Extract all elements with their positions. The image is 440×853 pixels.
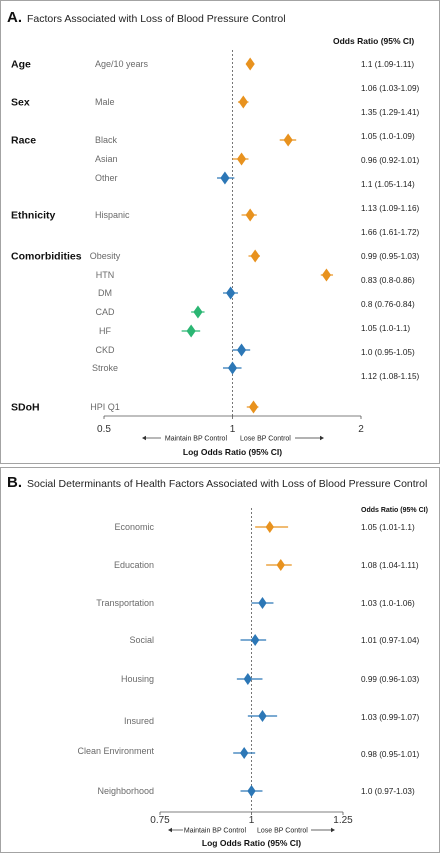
forest-plot-b: B. Social Determinants of Health Factors … <box>7 474 428 848</box>
row-label: Age/10 years <box>95 59 149 69</box>
or-value: 1.03 (0.99-1.07) <box>361 713 420 722</box>
point-marker <box>238 95 248 109</box>
point-marker <box>258 597 267 609</box>
row-label: Transportation <box>96 598 154 608</box>
or-value: 1.12 (1.08-1.15) <box>361 372 420 381</box>
row-label: HPI Q1 <box>90 402 120 412</box>
row-label: CAD <box>95 307 115 317</box>
or-value: 0.8 (0.76-0.84) <box>361 300 415 309</box>
direction-label-left: Maintain BP Control <box>165 436 228 443</box>
forest-plot-a: A. Factors Associated with Loss of Blood … <box>7 9 420 457</box>
point-marker <box>245 57 255 71</box>
row-label: HF <box>99 326 111 336</box>
tick-label: 1 <box>230 424 236 435</box>
or-value: 1.05 (1.01-1.1) <box>361 523 415 532</box>
point-marker <box>283 133 293 147</box>
or-value: 1.05 (1.0-1.09) <box>361 132 415 141</box>
row-label: Economic <box>114 522 154 532</box>
point-marker <box>250 249 260 263</box>
point-marker <box>321 268 332 282</box>
group-label: Race <box>11 135 36 147</box>
or-value: 1.13 (1.09-1.16) <box>361 204 420 213</box>
tick-label: 1.25 <box>333 815 353 826</box>
point-marker <box>236 152 247 166</box>
x-axis-label: Log Odds Ratio (95% CI) <box>202 838 301 848</box>
point-marker <box>248 400 259 414</box>
point-marker <box>193 305 203 319</box>
point-marker <box>258 710 267 722</box>
point-marker <box>250 634 260 646</box>
direction-label-left: Maintain BP Control <box>184 828 247 835</box>
or-value: 0.99 (0.96-1.03) <box>361 675 420 684</box>
group-label: Comorbidities <box>11 251 82 263</box>
point-marker <box>227 361 238 375</box>
row-label: Clean Environment <box>77 746 154 756</box>
row-label: Social <box>129 635 154 645</box>
point-marker <box>236 343 247 357</box>
odds-ratio-header: Odds Ratio (95% CI) <box>333 36 414 46</box>
panel-letter: B. <box>7 474 22 491</box>
or-value: 1.03 (1.0-1.06) <box>361 599 415 608</box>
row-label: HTN <box>96 270 115 280</box>
point-marker <box>186 324 196 338</box>
or-value: 0.83 (0.8-0.86) <box>361 276 415 285</box>
row-label: Male <box>95 97 115 107</box>
point-marker <box>265 521 274 533</box>
point-marker <box>247 785 256 797</box>
direction-label-right: Lose BP Control <box>257 828 308 835</box>
point-marker <box>243 673 253 685</box>
point-marker <box>239 747 249 759</box>
odds-ratio-header: Odds Ratio (95% CI) <box>361 507 428 514</box>
row-label: Education <box>114 560 154 570</box>
or-value: 1.1 (1.05-1.14) <box>361 180 415 189</box>
point-marker <box>220 171 230 185</box>
direction-label-right: Lose BP Control <box>240 436 291 443</box>
or-value: 1.0 (0.95-1.05) <box>361 348 415 357</box>
x-axis-label: Log Odds Ratio (95% CI) <box>183 447 282 457</box>
row-label: Housing <box>121 674 154 684</box>
row-label: CKD <box>95 345 115 355</box>
or-value: 1.08 (1.04-1.11) <box>361 561 419 570</box>
or-value: 1.06 (1.03-1.09) <box>361 84 420 93</box>
arrowhead-right <box>331 827 335 833</box>
or-value: 1.35 (1.29-1.41) <box>361 108 420 117</box>
panel-title: Factors Associated with Loss of Blood Pr… <box>27 13 286 25</box>
panel-b: B. Social Determinants of Health Factors … <box>0 467 440 853</box>
tick-label: 0.75 <box>150 815 170 826</box>
panel-a: A. Factors Associated with Loss of Blood … <box>0 0 440 464</box>
or-value: 1.1 (1.09-1.11) <box>361 60 414 69</box>
or-value: 0.98 (0.95-1.01) <box>361 750 420 759</box>
row-label: Other <box>95 173 118 183</box>
row-label: Insured <box>124 716 154 726</box>
arrowhead-right <box>320 435 324 441</box>
row-label: Black <box>95 135 118 145</box>
point-marker <box>226 286 236 300</box>
row-label: Neighborhood <box>97 786 154 796</box>
arrowhead-left <box>168 827 172 833</box>
point-marker <box>276 559 285 571</box>
tick-label: 0.5 <box>97 424 111 435</box>
or-value: 0.99 (0.95-1.03) <box>361 252 420 261</box>
or-value: 1.66 (1.61-1.72) <box>361 228 420 237</box>
group-label: Sex <box>11 97 30 109</box>
point-marker <box>245 208 255 222</box>
or-value: 1.01 (0.97-1.04) <box>361 636 420 645</box>
group-label: Ethnicity <box>11 210 55 222</box>
panel-letter: A. <box>7 9 22 26</box>
row-label: Obesity <box>90 251 121 261</box>
row-label: Hispanic <box>95 210 130 220</box>
or-value: 0.96 (0.92-1.01) <box>361 156 420 165</box>
row-label: Asian <box>95 154 118 164</box>
group-label: SDoH <box>11 402 40 414</box>
group-label: Age <box>11 59 31 71</box>
or-value: 1.0 (0.97-1.03) <box>361 787 415 796</box>
row-label: DM <box>98 288 112 298</box>
tick-label: 1 <box>249 815 255 826</box>
panel-title: Social Determinants of Health Factors As… <box>27 478 427 490</box>
arrowhead-left <box>142 435 146 441</box>
or-value: 1.05 (1.0-1.1) <box>361 324 410 333</box>
row-label: Stroke <box>92 363 118 373</box>
tick-label: 2 <box>358 424 364 435</box>
